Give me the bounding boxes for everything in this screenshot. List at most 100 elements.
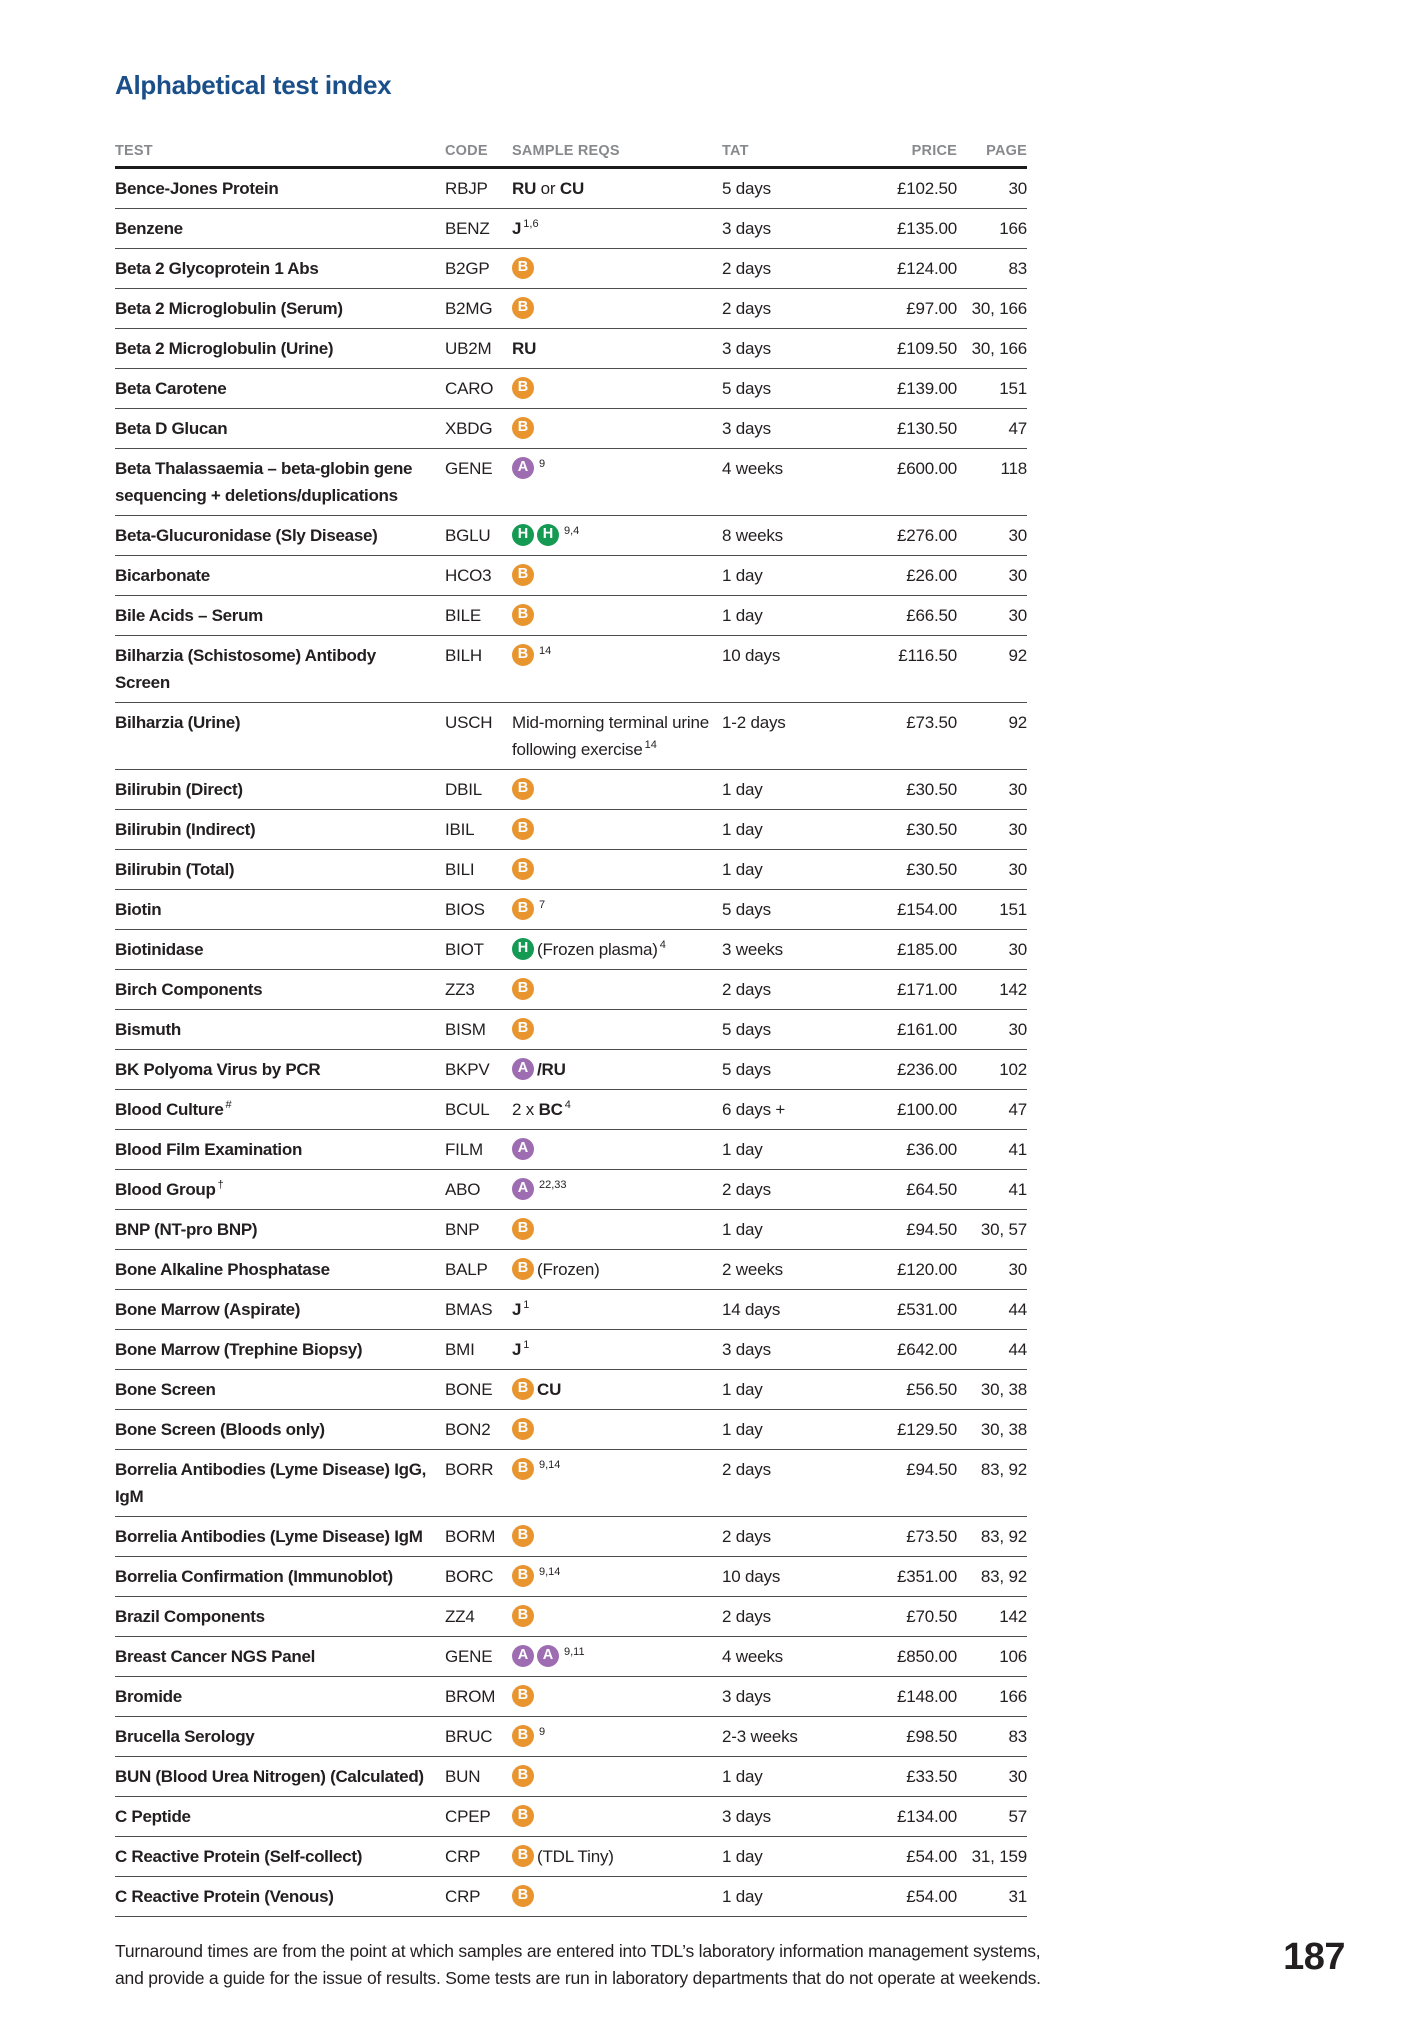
price-value: £98.50 (906, 1727, 957, 1746)
price-value: £154.00 (896, 900, 957, 919)
sample-footnote: 14 (539, 645, 552, 658)
table-row: BK Polyoma Virus by PCR BKPV A/RU 5 days £23… (115, 1050, 1027, 1090)
sample-badge-b-icon: B (512, 256, 534, 279)
sample-reqs: B (512, 976, 722, 1003)
page-ref: 30 (1008, 1020, 1027, 1039)
table-row: Bilirubin (Total) BILI B 1 day £30.50 30 (115, 850, 1027, 890)
page-ref: 57 (1008, 1807, 1027, 1826)
page-ref: 83, 92 (980, 1567, 1027, 1586)
sample-reqs: RU or CU (512, 175, 722, 202)
price-value: £73.50 (906, 713, 957, 732)
page-ref: 41 (1008, 1140, 1027, 1159)
test-code: CARO (445, 379, 494, 398)
test-code: BMI (445, 1340, 475, 1359)
page-ref: 106 (999, 1647, 1027, 1666)
test-code: BCUL (445, 1100, 490, 1119)
test-name-sup: # (225, 1099, 232, 1112)
page-ref: 47 (1008, 1100, 1027, 1119)
page-ref: 30 (1008, 1767, 1027, 1786)
test-code: B2MG (445, 299, 493, 318)
page-ref: 41 (1008, 1180, 1027, 1199)
tat-value: 3 days (722, 1687, 771, 1706)
page-ref: 30 (1008, 1260, 1027, 1279)
table-row: Bicarbonate HCO3 B 1 day £26.00 30 (115, 556, 1027, 596)
page-ref: 30, 57 (980, 1220, 1027, 1239)
test-code: BILH (445, 646, 482, 665)
test-name: Bone Alkaline Phosphatase (115, 1260, 330, 1279)
test-name: Beta 2 Glycoprotein 1 Abs (115, 259, 319, 278)
price-value: £351.00 (896, 1567, 957, 1586)
table-row: Bone Screen (Bloods only) BON2 B 1 day £129.… (115, 1410, 1027, 1450)
test-name: Bence-Jones Protein (115, 179, 279, 198)
sample-reqs: H (Frozen plasma) 4 (512, 936, 722, 963)
sample-badge-a-icon: A (512, 456, 534, 479)
price-value: £30.50 (906, 860, 957, 879)
sample-code: BC (538, 1100, 563, 1119)
tat-value: 14 days (722, 1300, 781, 1319)
table-row: Beta 2 Microglobulin (Urine) UB2M RU 3 days… (115, 329, 1027, 369)
sample-badge-b-icon: B (512, 1377, 534, 1400)
test-code: BUN (445, 1767, 481, 1786)
sample-badge-b-icon: B (512, 296, 534, 319)
sample-footnote: 9,14 (539, 1566, 561, 1579)
tat-value: 8 weeks (722, 526, 783, 545)
sample-footnote: 14 (644, 739, 657, 752)
tat-value: 1 day (722, 780, 763, 799)
table-row: Borrelia Antibodies (Lyme Disease) IgM BO… (115, 1517, 1027, 1557)
tat-value: 6 days + (722, 1100, 786, 1119)
page-number: 187 (1283, 1936, 1345, 1978)
page-ref: 118 (1000, 459, 1027, 478)
table-row: Beta Thalassaemia – beta-globin gene seq… (115, 449, 1027, 516)
table-row: Beta D Glucan XBDG B 3 days £130.50 47 (115, 409, 1027, 449)
sample-badge-a-icon: A (512, 1137, 534, 1160)
tat-value: 5 days (722, 1060, 771, 1079)
sample-badge-b-icon: B (512, 1604, 534, 1627)
column-header-price: PRICE (911, 143, 957, 159)
test-name: Bone Screen (Bloods only) (115, 1420, 325, 1439)
sample-text: Mid-morning terminal urine following exe… (512, 713, 709, 759)
sample-reqs: B (512, 602, 722, 629)
sample-reqs: B (512, 415, 722, 442)
tat-value: 4 weeks (722, 1647, 783, 1666)
sample-code: CU (537, 1380, 562, 1399)
sample-reqs: B (Frozen) (512, 1256, 722, 1283)
sample-reqs: B (512, 295, 722, 322)
test-name: Bilharzia (Urine) (115, 713, 241, 732)
test-code: BORM (445, 1527, 496, 1546)
test-name: Borrelia Confirmation (Immunoblot) (115, 1567, 393, 1586)
price-value: £276.00 (896, 526, 957, 545)
sample-reqs: B (512, 816, 722, 843)
sample-footnote: 9,14 (539, 1459, 561, 1472)
sample-text: or (536, 179, 560, 198)
test-code: CPEP (445, 1807, 491, 1826)
sample-code: J (512, 1340, 522, 1359)
table-row: Bone Screen BONE B CU 1 day £56.50 30, 38 (115, 1370, 1027, 1410)
test-code: BGLU (445, 526, 491, 545)
sample-code: CU (559, 179, 585, 198)
test-code: BORC (445, 1567, 494, 1586)
test-name: Beta 2 Microglobulin (Urine) (115, 339, 334, 358)
sample-badge-b-icon: B (512, 1724, 534, 1747)
page-ref: 166 (999, 1687, 1027, 1706)
test-code: GENE (445, 1647, 493, 1666)
sample-badge-b-icon: B (512, 416, 534, 439)
tat-value: 5 days (722, 179, 771, 198)
tat-value: 1 day (722, 1420, 763, 1439)
tat-value: 3 weeks (722, 940, 783, 959)
table-row: Bismuth BISM B 5 days £161.00 30 (115, 1010, 1027, 1050)
page-ref: 30 (1008, 179, 1027, 198)
price-value: £54.00 (906, 1847, 957, 1866)
page-ref: 44 (1008, 1340, 1027, 1359)
page-ref: 30 (1008, 780, 1027, 799)
sample-badge-b-icon: B (512, 376, 534, 399)
page-ref: 30, 38 (980, 1380, 1027, 1399)
page-ref: 30 (1008, 940, 1027, 959)
sample-reqs: J 1,6 (512, 215, 722, 242)
sample-footnote: 9 (539, 1726, 546, 1739)
sample-code: RU (512, 179, 537, 198)
sample-reqs: B (512, 1603, 722, 1630)
test-name: Bone Screen (115, 1380, 216, 1399)
table-row: Bence-Jones Protein RBJP RU or CU 5 days £10… (115, 169, 1027, 209)
test-code: BIOT (445, 940, 484, 959)
